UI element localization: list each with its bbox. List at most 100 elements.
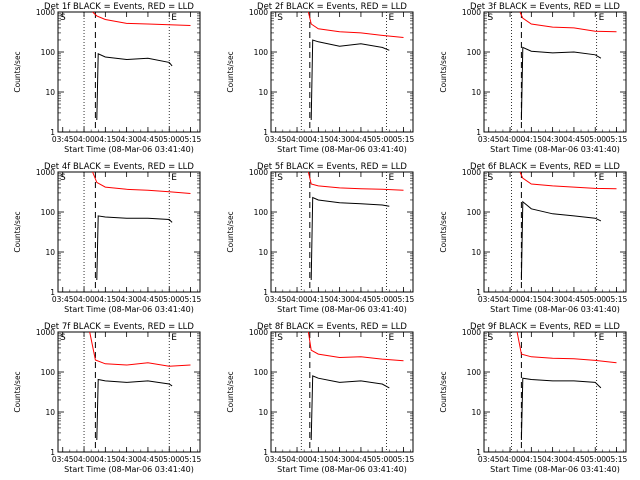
chart-title: Det 3f BLACK = Events, RED = LLD — [470, 2, 620, 12]
x-axis-label: Start Time (08-Mar-06 03:41:40) — [64, 305, 194, 314]
lld-series-line — [519, 171, 617, 190]
y-tick-label: 1 — [50, 448, 55, 457]
x-axis-label: Start Time (08-Mar-06 03:41:40) — [64, 465, 194, 474]
y-tick-label: 1000 — [36, 8, 55, 17]
x-tick-label: 04:45 — [350, 455, 372, 464]
lld-series-line — [89, 331, 191, 367]
events-series-line — [310, 375, 390, 441]
x-axis-label: Start Time (08-Mar-06 03:41:40) — [277, 465, 407, 474]
x-tick-label: 04:30 — [542, 135, 564, 144]
y-tick-label: 10 — [258, 408, 268, 417]
y-tick-label: 100 — [467, 368, 482, 377]
x-tick-label: 04:45 — [137, 455, 159, 464]
x-tick-label: 04:00 — [499, 455, 521, 464]
plot-frame — [57, 11, 201, 133]
lld-series-line — [519, 11, 617, 33]
end-marker-label: E — [388, 173, 394, 183]
x-tick-label: 04:00 — [286, 295, 308, 304]
x-tick-label: 04:30 — [542, 455, 564, 464]
plot-frame — [483, 11, 627, 133]
events-series-line — [310, 39, 390, 121]
x-tick-label: 03:45 — [52, 455, 74, 464]
x-tick-label: 04:30 — [329, 455, 351, 464]
x-axis-label: Start Time (08-Mar-06 03:41:40) — [64, 145, 194, 154]
lld-series-line — [307, 171, 404, 191]
y-tick-label: 1000 — [249, 8, 268, 17]
chart-panel: Det 2f BLACK = Events, RED = LLD 1 10 100 10… — [226, 2, 415, 154]
x-axis-label: Start Time (08-Mar-06 03:41:40) — [490, 145, 620, 154]
end-marker-label: E — [171, 173, 177, 183]
x-tick-label: 03:45 — [265, 135, 287, 144]
y-tick-label: 10 — [45, 248, 55, 257]
x-tick-label: 05:15 — [393, 295, 415, 304]
start-marker-label: S — [277, 173, 283, 183]
x-tick-label: 05:15 — [606, 295, 628, 304]
end-marker-label: E — [599, 173, 605, 183]
chart-title: Det 4f BLACK = Events, RED = LLD — [44, 162, 194, 172]
x-axis-label: Start Time (08-Mar-06 03:41:40) — [277, 145, 407, 154]
x-tick-label: 04:30 — [329, 135, 351, 144]
y-tick-label: 100 — [254, 48, 269, 57]
y-axis-label: Counts/sec — [439, 371, 448, 412]
events-series-line — [310, 196, 390, 281]
chart-panel: Det 7f BLACK = Events, RED = LLD 1 10 100 10… — [13, 322, 202, 474]
y-tick-label: 100 — [41, 368, 56, 377]
y-tick-label: 10 — [258, 88, 268, 97]
y-tick-label: 1000 — [462, 328, 481, 337]
chart-title: Det 5f BLACK = Events, RED = LLD — [257, 162, 407, 172]
x-tick-label: 04:30 — [116, 455, 138, 464]
y-tick-label: 1 — [263, 448, 268, 457]
x-tick-label: 04:15 — [521, 295, 543, 304]
x-tick-label: 04:00 — [286, 455, 308, 464]
start-marker-label: S — [487, 173, 493, 183]
events-series-line — [520, 377, 602, 441]
chart-panel: Det 4f BLACK = Events, RED = LLD 1 10 100 10… — [13, 162, 202, 314]
chart-title: Det 1f BLACK = Events, RED = LLD — [44, 2, 194, 12]
y-tick-label: 1000 — [462, 8, 481, 17]
y-axis-label: Counts/sec — [439, 51, 448, 92]
end-marker-label: E — [599, 13, 605, 23]
start-marker-label: S — [60, 333, 66, 343]
x-tick-label: 05:00 — [584, 455, 606, 464]
x-tick-label: 04:00 — [73, 455, 95, 464]
x-tick-label: 04:15 — [308, 455, 330, 464]
x-tick-label: 04:30 — [116, 135, 138, 144]
chart-panel: Det 1f BLACK = Events, RED = LLD 1 10 100 10… — [13, 2, 202, 154]
x-tick-label: 04:15 — [308, 135, 330, 144]
y-tick-label: 100 — [467, 208, 482, 217]
x-tick-label: 05:15 — [393, 135, 415, 144]
y-axis-label: Counts/sec — [13, 371, 22, 412]
plot-frame — [57, 171, 201, 293]
plot-frame — [270, 11, 414, 133]
x-tick-label: 05:15 — [606, 135, 628, 144]
y-tick-label: 1 — [263, 128, 268, 137]
x-tick-label: 03:45 — [478, 135, 500, 144]
y-tick-label: 1 — [476, 288, 481, 297]
y-tick-label: 10 — [45, 408, 55, 417]
x-tick-label: 04:15 — [95, 295, 117, 304]
x-tick-label: 05:00 — [158, 295, 180, 304]
end-marker-label: E — [171, 333, 177, 343]
y-tick-label: 10 — [471, 248, 481, 257]
x-tick-label: 04:45 — [137, 295, 159, 304]
x-tick-label: 03:45 — [478, 455, 500, 464]
x-tick-label: 04:00 — [73, 295, 95, 304]
y-tick-label: 1000 — [36, 328, 55, 337]
x-tick-label: 04:45 — [563, 295, 585, 304]
x-tick-label: 03:45 — [478, 295, 500, 304]
plot-frame — [57, 331, 201, 453]
x-tick-label: 04:15 — [308, 295, 330, 304]
x-tick-label: 05:15 — [606, 455, 628, 464]
start-marker-label: S — [487, 13, 493, 23]
chart-title: Det 6f BLACK = Events, RED = LLD — [470, 162, 620, 172]
chart-title: Det 9f BLACK = Events, RED = LLD — [470, 322, 620, 332]
y-tick-label: 10 — [471, 408, 481, 417]
x-tick-label: 03:45 — [265, 295, 287, 304]
y-tick-label: 1 — [50, 288, 55, 297]
chart-panel: Det 6f BLACK = Events, RED = LLD 1 10 100 10… — [439, 162, 628, 314]
plot-frame — [270, 331, 414, 453]
x-tick-label: 04:45 — [350, 295, 372, 304]
start-marker-label: S — [487, 333, 493, 343]
x-tick-label: 04:30 — [329, 295, 351, 304]
